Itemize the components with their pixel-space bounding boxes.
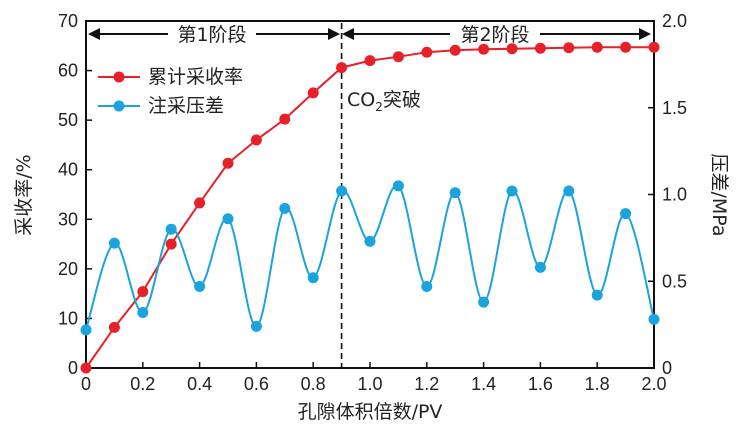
series-recovery [80,41,660,374]
y-left-tick-label: 20 [58,259,78,279]
data-point [620,208,632,220]
series-pressure [80,180,660,336]
x-axis-label: 孔隙体积倍数/PV [298,401,443,423]
data-point [591,41,603,53]
x-tick-label: 2.0 [641,374,666,394]
y-left-tick-label: 10 [58,308,78,328]
breakthrough-label-sub: 2 [375,100,383,114]
data-point [279,113,291,125]
x-tick-label: 0.2 [130,374,155,394]
y-right-tick-label: 1.5 [662,98,687,118]
x-axis-ticks: 0 0.2 0.4 0.6 0.8 1.0 1.2 1.4 1.6 1.8 2.0 [81,362,667,394]
data-point [421,280,433,292]
data-point [478,43,490,55]
series-line [85,184,655,331]
x-tick-label: 1.4 [471,374,496,394]
data-point [392,51,404,63]
data-point [506,185,518,197]
legend-label-recovery: 累计采收率 [148,66,243,88]
y-left-tick-label: 50 [58,110,78,130]
x-tick-label: 1.8 [585,374,610,394]
data-point [80,324,92,336]
series-layer [80,41,660,374]
stage1-arrowhead-left [88,28,100,40]
x-tick-label: 0 [81,374,91,394]
x-tick-label: 1.6 [528,374,553,394]
data-point [506,43,518,55]
data-point [336,62,348,74]
y-left-tick-label: 60 [58,61,78,81]
x-tick-label: 0.4 [187,374,212,394]
data-point [222,157,234,169]
data-point [165,223,177,235]
legend-marker-recovery [113,71,125,83]
data-point [250,134,262,146]
y-right-tick-label: 0 [662,358,672,378]
data-point [563,42,575,54]
data-point [108,321,120,333]
legend-marker-pressure [113,100,125,112]
data-point [80,362,92,374]
data-point [165,238,177,250]
stage1-label: 第1阶段 [177,24,246,46]
data-point [534,261,546,273]
data-point [336,185,348,197]
data-point [222,213,234,225]
y-right-tick-label: 1.0 [662,185,687,205]
y-right-axis-label: 压差/MPa [708,153,730,236]
stage2-arrowhead-left [342,28,354,40]
data-point [648,313,660,325]
data-point [478,296,490,308]
data-point [108,237,120,249]
data-point [563,185,575,197]
y-right-tick-label: 0.5 [662,271,687,291]
data-point [648,41,660,53]
y-left-tick-label: 40 [58,160,78,180]
stage2-arrowhead-right [639,28,651,40]
breakthrough-label-co: CO [347,89,375,111]
breakthrough-label: CO2突破 [347,89,421,114]
data-point [250,320,262,332]
data-point [194,197,206,209]
data-point [449,187,461,199]
x-tick-label: 1.2 [414,374,439,394]
data-point [449,44,461,56]
data-point [620,41,632,53]
data-point [307,87,319,99]
data-point [279,202,291,214]
y-left-tick-label: 0 [68,358,78,378]
data-point [591,289,603,301]
data-point [392,180,404,192]
legend: 累计采收率 注采压差 [98,66,243,117]
data-point [307,272,319,284]
y-left-axis-label: 采收率/% [13,154,35,235]
x-tick-label: 1.0 [357,374,382,394]
breakthrough-label-rest: 突破 [383,89,421,111]
data-point [137,306,149,318]
data-point [534,42,546,54]
stage2-label: 第2阶段 [460,24,529,46]
data-point [364,235,376,247]
legend-label-pressure: 注采压差 [148,95,224,117]
y-left-tick-label: 70 [58,11,78,31]
stage1-arrowhead-right [328,28,340,40]
data-point [137,286,149,298]
x-tick-label: 0.6 [244,374,269,394]
x-tick-label: 0.8 [301,374,326,394]
data-point [364,55,376,67]
data-point [194,280,206,292]
y-right-axis-ticks: 0 0.5 1.0 1.5 2.0 [648,11,687,378]
data-point [421,46,433,58]
y-left-tick-label: 30 [58,209,78,229]
y-left-axis-ticks: 0 10 20 30 40 50 60 70 [58,11,92,378]
y-right-tick-label: 2.0 [662,11,687,31]
